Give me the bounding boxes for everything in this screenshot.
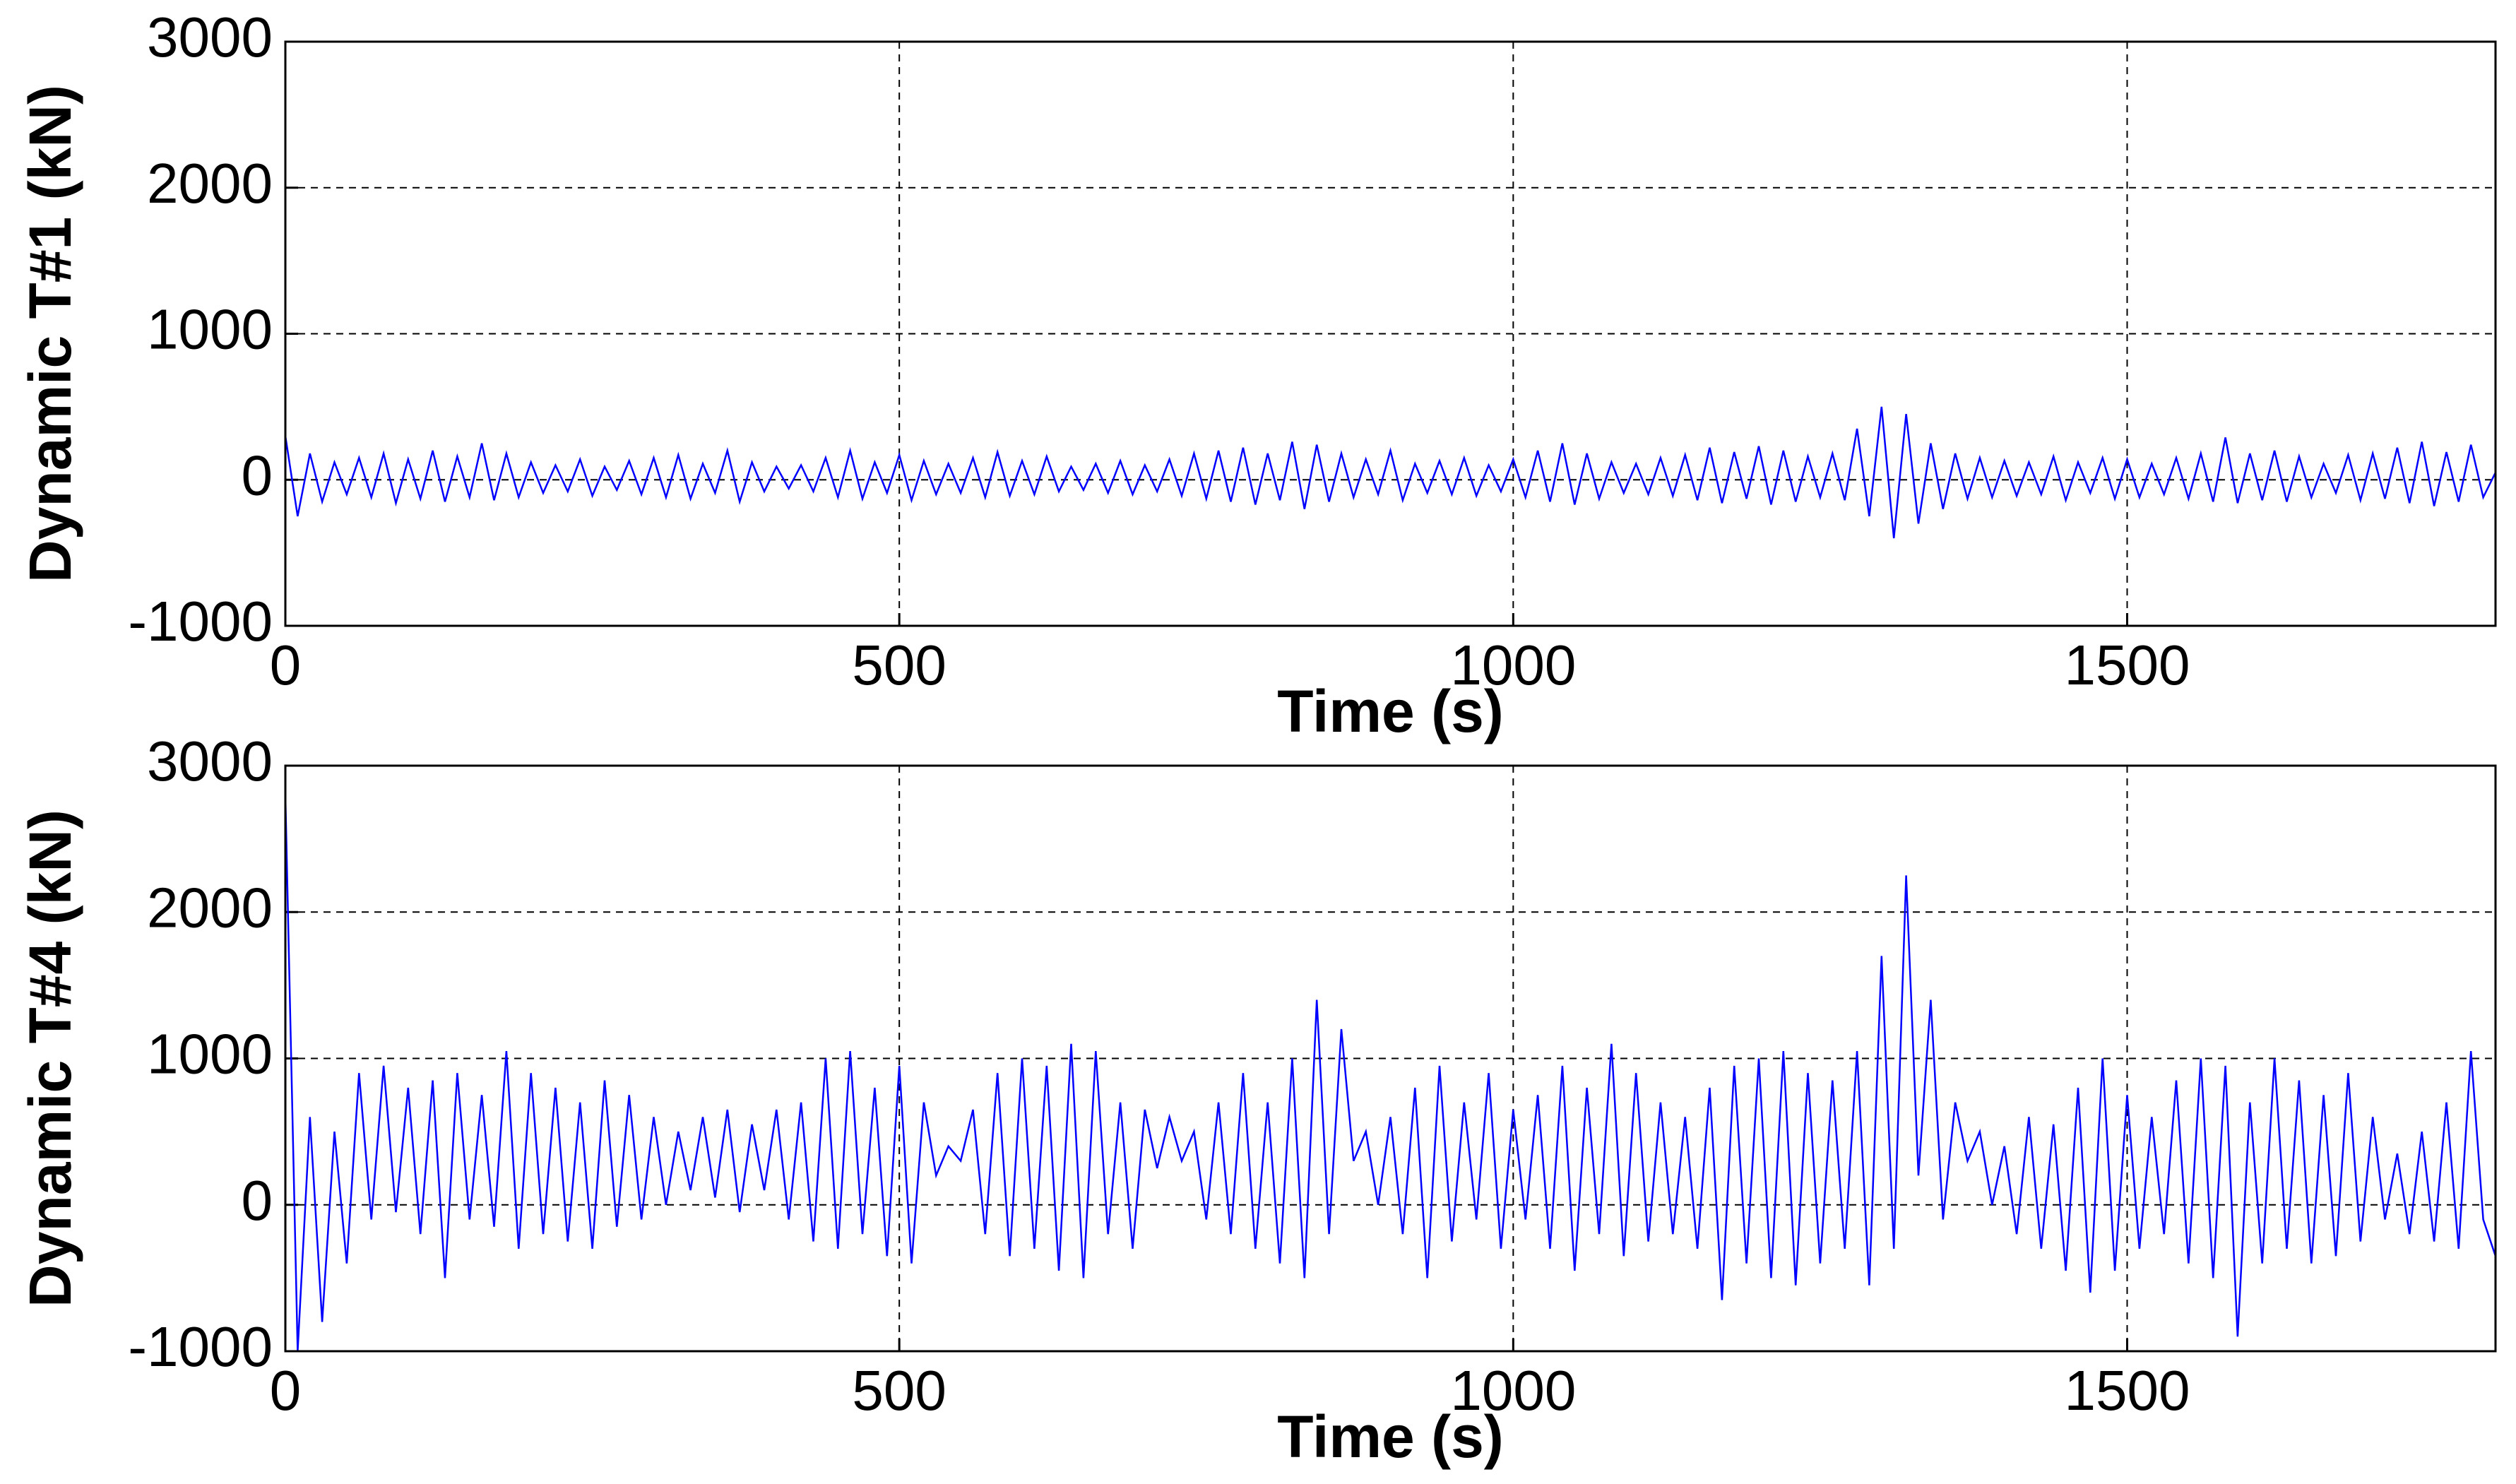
y-tick-label: 2000 — [147, 152, 273, 215]
y-tick-label: -1000 — [128, 1315, 273, 1378]
y-tick-label: 2000 — [147, 876, 273, 939]
x-axis-title: Time (s) — [1277, 1403, 1504, 1470]
y-tick-label: 3000 — [147, 6, 273, 69]
x-axis-title: Time (s) — [1277, 678, 1504, 744]
y-axis-title: Dynamic T#4 (kN) — [17, 809, 83, 1307]
y-axis-title: Dynamic T#1 (kN) — [17, 85, 83, 583]
y-tick-label: 0 — [242, 1169, 273, 1232]
x-tick-label: 1000 — [1450, 634, 1576, 696]
y-tick-label: 0 — [242, 444, 273, 506]
x-tick-label: 1000 — [1450, 1359, 1576, 1422]
y-tick-label: 1000 — [147, 1023, 273, 1086]
x-tick-label: 1500 — [2065, 634, 2190, 696]
x-tick-label: 0 — [270, 1359, 302, 1422]
y-tick-label: 3000 — [147, 730, 273, 793]
x-tick-label: 0 — [270, 634, 302, 696]
x-tick-label: 500 — [852, 1359, 946, 1422]
data-line — [284, 795, 2497, 1352]
data-line — [284, 406, 2497, 539]
y-tick-label: 1000 — [147, 298, 273, 361]
x-tick-label: 500 — [852, 634, 946, 696]
plot-frame — [284, 764, 2497, 1353]
y-tick-label: -1000 — [128, 590, 273, 653]
x-tick-label: 1500 — [2065, 1359, 2190, 1422]
plot-frame — [284, 40, 2497, 627]
